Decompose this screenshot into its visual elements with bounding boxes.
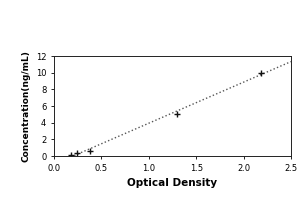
- Y-axis label: Concentration(ng/mL): Concentration(ng/mL): [21, 50, 30, 162]
- X-axis label: Optical Density: Optical Density: [128, 178, 218, 188]
